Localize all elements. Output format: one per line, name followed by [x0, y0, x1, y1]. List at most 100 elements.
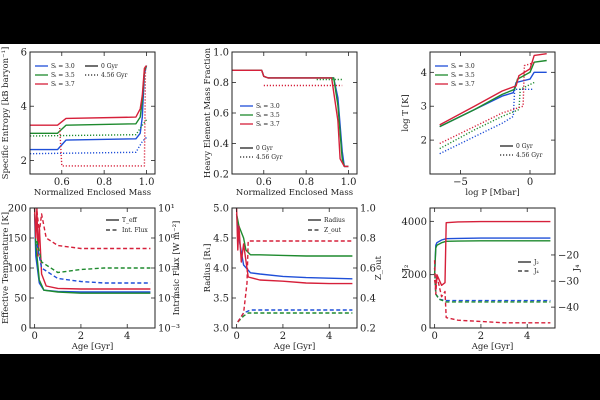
p1-series-0: [30, 65, 148, 151]
p1-xlabel: Normalized Enclosed Mass: [34, 188, 151, 198]
p5-xtick-label-0: 0: [233, 331, 239, 342]
p1-axes-frame: [29, 51, 156, 175]
p2-xtick-label-2: 1.0: [341, 177, 357, 188]
p1-xtick-label-1: 0.8: [96, 177, 112, 188]
p4-series-1: [33, 208, 151, 294]
p3-xlabel: log P [Mbar]: [465, 188, 519, 198]
p4-xlabel: Age [Gyr]: [71, 342, 114, 352]
p4-ytick-right-label-3: 10⁰: [158, 234, 175, 245]
p6-ytick-right-label-1: −30: [558, 277, 579, 288]
p2-ytick-label-2: 0.6: [213, 109, 229, 120]
p2-ylabel: Heavy Element Mass Fraction: [203, 47, 213, 178]
p1-series-2: [30, 65, 148, 126]
p5-series-4: [237, 312, 353, 323]
p5-series-5: [237, 240, 353, 323]
p5-ylabel-right: Z_out: [374, 255, 384, 280]
p1-ytick-label-2: 6: [21, 48, 27, 59]
p2-series-0: [232, 69, 349, 168]
p3-series-4: [439, 81, 535, 150]
p6-xtick-label-2: 4: [524, 331, 530, 342]
p3-legend-s-label-1: 4.56 Gyr: [516, 152, 542, 159]
p4-ytick-right-label-2: 10⁻¹: [158, 264, 180, 275]
p5-ytick-label-0: 3.0: [213, 324, 229, 335]
p5-ytick-right-label-0: 0.2: [360, 324, 376, 335]
p4-ytick-label-1: 50: [14, 294, 27, 305]
p6-ylabel-right: J₄: [572, 264, 582, 272]
p1-series-3: [30, 136, 147, 155]
p1-legend-s-label-1: 4.56 Gyr: [101, 72, 127, 79]
p2-ytick-label-3: 0.8: [213, 78, 229, 89]
p4-xtick-label-2: 4: [124, 331, 130, 342]
p5-legend-s-label-0: Radius: [324, 217, 345, 224]
p3-ytick-label-2: 4: [421, 68, 427, 79]
p4-xtick-label-0: 0: [31, 331, 37, 342]
p5-legend-s-label-1: Z_out: [324, 227, 342, 234]
p2-ytick-label-1: 0.4: [213, 139, 229, 150]
p6-ytick-right-label-2: −20: [558, 250, 579, 261]
p3-panel: −5 0 2 3 4 log P [Mbar] log T [K] Sᵢ = 3.0 Sᵢ = …: [401, 51, 556, 198]
p5-series-3: [237, 309, 353, 323]
p3-ylabel: log T [K]: [401, 94, 411, 131]
p5-ytick-label-3: 4.5: [213, 234, 229, 245]
p1-ylabel: Specific Entropy [kB baryon⁻¹]: [1, 47, 11, 180]
p2-legend-c-label-1: Sᵢ = 3.5: [256, 112, 280, 119]
p5-panel: 0 2 4 3.0 3.5 4.0 4.5 5.0 0.2 0.4 0.6 0.8 1.0 Age [Gy…: [203, 204, 384, 353]
p1-legend-s-label-0: 0 Gyr: [101, 63, 118, 70]
p2-legend-s-label-1: 4.56 Gyr: [256, 154, 282, 161]
p1-ytick-label-0: 2: [21, 156, 27, 167]
p2-xlabel: Normalized Enclosed Mass: [236, 188, 353, 198]
p1-ytick-label-1: 4: [21, 102, 27, 113]
p1-xtick-label-2: 1.0: [139, 177, 155, 188]
p5-xtick-label-1: 2: [280, 331, 286, 342]
p3-legend-c-label-1: Sᵢ = 3.5: [451, 72, 475, 79]
p6-ylabel: J₂: [401, 265, 411, 273]
p5-ytick-label-1: 3.5: [213, 294, 229, 305]
p4-legend-s-label-0: T_eff: [122, 217, 138, 224]
p6-series-2: [433, 220, 551, 289]
p6-panel: 0 2 4 0 2000 4000 −40 −30 −20 Age [Gyr] J₂ J₄ J₂ J₄: [401, 207, 582, 352]
p3-ytick-label-1: 3: [421, 102, 427, 113]
p1-series-4: [30, 119, 148, 137]
p3-legend-c-label-2: Sᵢ = 3.7: [451, 81, 475, 88]
p5-xlabel: Age [Gyr]: [273, 342, 316, 352]
p4-series-0: [33, 213, 151, 293]
p1-legend-c-label-0: Sᵢ = 3.0: [51, 63, 75, 70]
p4-ytick-label-0: 0: [21, 324, 27, 335]
p4-ylabel: Effective Temperature [K]: [1, 212, 11, 324]
p4-series-4: [36, 240, 151, 274]
p2-legend-s-label-0: 0 Gyr: [256, 145, 273, 152]
p6-legend-s-label-0: J₂: [533, 259, 539, 266]
p6-series-1: [433, 240, 551, 275]
p5-ytick-label-2: 4.0: [213, 264, 229, 275]
p5-ylabel: Radius [R₁]: [203, 244, 213, 293]
p1-xtick-label-0: 0.6: [54, 177, 70, 188]
p4-legend-s-label-1: Int. Flux: [122, 227, 148, 234]
p5-ytick-right-label-4: 1.0: [360, 204, 376, 215]
p6-series-5: [433, 260, 551, 324]
p6-ytick-right-label-0: −40: [558, 303, 579, 314]
p5-series-1: [235, 213, 353, 257]
p4-series-3: [36, 243, 151, 284]
p6-ytick-label-0: 0: [421, 324, 427, 335]
p2-xtick-label-1: 0.8: [298, 177, 314, 188]
p2-xtick-label-0: 0.6: [256, 177, 272, 188]
p4-ytick-label-3: 150: [8, 234, 27, 245]
p6-series-0: [433, 237, 551, 275]
p4-ylabel-right: Intrinsic Flux [W m⁻²]: [172, 221, 182, 316]
p6-xtick-label-0: 0: [431, 331, 437, 342]
p2-legend-c-label-0: Sᵢ = 3.0: [256, 103, 280, 110]
p3-axes-frame: [429, 51, 556, 175]
p1-legend-c-label-1: Sᵢ = 3.5: [51, 72, 75, 79]
p5-ytick-label-4: 5.0: [213, 204, 229, 215]
p6-xlabel: Age [Gyr]: [471, 342, 514, 352]
p2-ytick-label-0: 0.2: [213, 170, 229, 181]
p2-series-1: [232, 69, 349, 168]
p5-xtick-label-2: 4: [326, 331, 332, 342]
p1-panel: 0.6 0.8 1.0 2 4 6 Normalized Enclosed Mass Spec…: [1, 47, 156, 198]
p4-series-5: [36, 210, 151, 250]
p6-axes-frame: [429, 207, 556, 329]
p4-ytick-right-label-4: 10¹: [158, 204, 175, 215]
